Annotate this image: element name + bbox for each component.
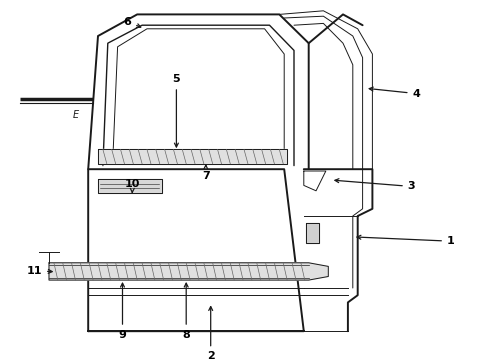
Text: 5: 5	[172, 74, 180, 147]
Text: 3: 3	[335, 179, 416, 192]
Polygon shape	[49, 263, 328, 280]
Polygon shape	[88, 169, 304, 331]
Text: 1: 1	[357, 235, 455, 246]
Text: 7: 7	[202, 165, 210, 181]
Polygon shape	[98, 149, 287, 164]
Text: E: E	[73, 110, 79, 120]
Polygon shape	[306, 223, 318, 243]
Text: 2: 2	[207, 307, 215, 360]
Text: 9: 9	[119, 283, 126, 340]
Text: 11: 11	[26, 266, 52, 276]
Polygon shape	[88, 14, 309, 169]
Text: 4: 4	[369, 87, 420, 99]
Polygon shape	[98, 179, 162, 193]
Polygon shape	[304, 171, 326, 191]
Text: 10: 10	[124, 179, 140, 192]
Text: 8: 8	[182, 283, 190, 340]
Text: 6: 6	[123, 17, 141, 27]
